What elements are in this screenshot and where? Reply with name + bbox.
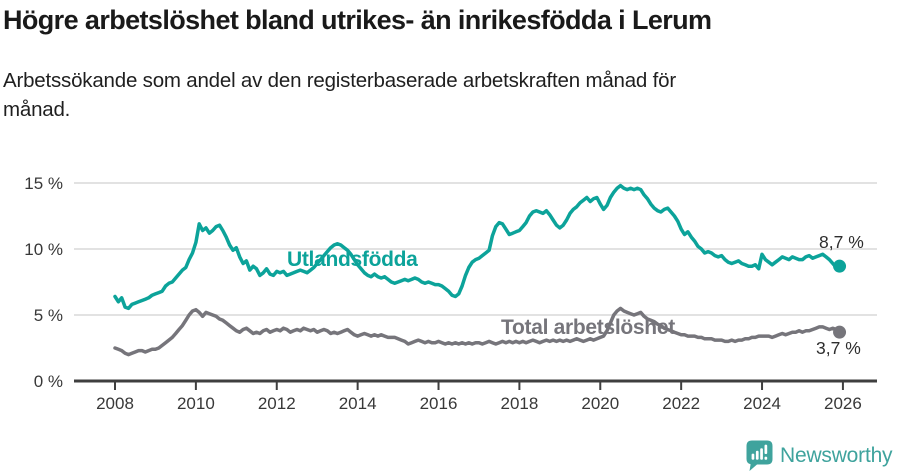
newsworthy-wordmark: Newsworthy bbox=[780, 444, 893, 467]
chart-bubble-icon bbox=[746, 440, 773, 471]
y-tick-label: 5 % bbox=[34, 306, 63, 325]
x-tick-label: 2014 bbox=[339, 394, 377, 413]
series-label-total: Total arbetslöshet bbox=[501, 316, 675, 339]
series-end-dot bbox=[833, 259, 847, 273]
x-tick-label: 2024 bbox=[743, 394, 781, 413]
end-value-label-total: 3,7 % bbox=[816, 338, 861, 358]
series-end-dot bbox=[833, 325, 847, 339]
newsworthy-logo[interactable]: Newsworthy bbox=[746, 440, 893, 472]
y-tick-label: 10 % bbox=[24, 240, 63, 259]
x-tick-label: 2022 bbox=[662, 394, 700, 413]
x-tick-label: 2016 bbox=[420, 394, 458, 413]
page-title: Högre arbetslöshet bland utrikes- än inr… bbox=[3, 5, 712, 35]
x-tick-label: 2012 bbox=[258, 394, 296, 413]
x-tick-label: 2008 bbox=[96, 394, 134, 413]
x-tick-label: 2026 bbox=[824, 394, 862, 413]
x-tick-label: 2010 bbox=[177, 394, 215, 413]
y-tick-label: 15 % bbox=[24, 174, 63, 193]
y-tick-label: 0 % bbox=[34, 372, 63, 391]
page-subtitle: Arbetssökande som andel av den registerb… bbox=[3, 66, 843, 124]
series-label-utlandsfodda: Utlandsfödda bbox=[287, 248, 418, 271]
x-tick-label: 2020 bbox=[581, 394, 619, 413]
series-line bbox=[113, 306, 842, 357]
end-value-label-utlandsfodda: 8,7 % bbox=[819, 232, 864, 252]
subtitle-line-2: månad. bbox=[3, 98, 71, 121]
x-tick-label: 2018 bbox=[500, 394, 538, 413]
series-line bbox=[113, 183, 842, 311]
subtitle-line-1: Arbetssökande som andel av den registerb… bbox=[3, 69, 676, 92]
